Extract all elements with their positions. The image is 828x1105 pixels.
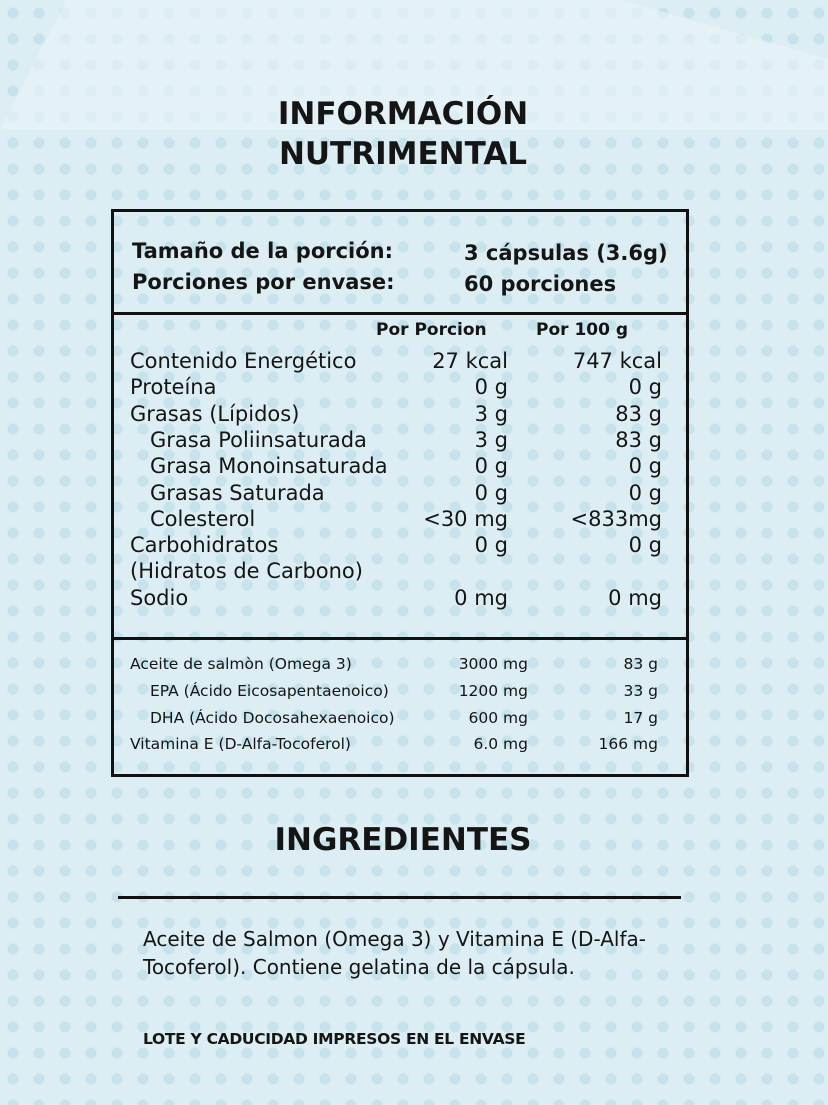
supplement-name: Vitamina E (D-Alfa-Tocoferol): [130, 735, 351, 754]
per-serving: 3 g: [474, 401, 508, 426]
ingredients-text: Aceite de Salmon (Omega 3) y Vitamina E …: [143, 927, 646, 979]
nutrient-name: Sodio: [130, 585, 189, 610]
nutrient-name: Contenido Energético: [130, 349, 357, 373]
per-100g: 33 g: [623, 681, 659, 700]
per-serving: <30 mg: [423, 506, 508, 531]
supplement-name: Aceite de salmòn (Omega 3): [130, 655, 352, 673]
per-serving: 6.0 mg: [473, 735, 528, 754]
per-100g: 0 g: [628, 454, 662, 479]
per-100g: 0 g: [628, 375, 662, 400]
per-serving: 0 mg: [454, 585, 508, 610]
title-line: NUTRIMENTAL: [278, 136, 528, 172]
per-100g: 747 kcal: [572, 349, 662, 373]
column-header: Por Porcion: [376, 320, 487, 340]
nutrient-name: Grasa Monoinsaturada: [150, 454, 388, 479]
per-serving: 0 g: [474, 375, 508, 400]
serving-value: 3 cápsulas (3.6g): [464, 241, 668, 265]
per-serving: 3000 mg: [458, 655, 528, 673]
nutrient-name: Grasas (Lípidos): [130, 401, 300, 426]
nutrition-table: Tamaño de la porción: 3 cápsulas (3.6g) …: [111, 209, 689, 777]
per-100g: 166 mg: [598, 735, 658, 754]
ingredients-title: INGREDIENTES: [274, 822, 532, 858]
supplement-name: DHA (Ácido Docosahexaenoico): [150, 708, 395, 727]
per-100g: 0 mg: [608, 585, 662, 610]
divider: [114, 637, 686, 640]
nutrient-name: Grasas Saturada: [150, 480, 325, 505]
serving-value: 60 porciones: [464, 272, 617, 296]
nutrient-name: Grasa Poliinsaturada: [150, 427, 367, 452]
lot-note: LOTE Y CADUCIDAD IMPRESOS EN EL ENVASE: [143, 1030, 526, 1048]
per-serving: 0 g: [474, 533, 508, 558]
per-serving: 0 g: [474, 480, 508, 505]
per-100g: 83 g: [615, 427, 662, 452]
column-header: Por 100 g: [536, 320, 629, 340]
serving-label: Tamaño de la porción:: [132, 239, 394, 263]
nutrient-name: Proteína: [130, 375, 217, 400]
per-100g: <833mg: [570, 506, 662, 531]
supplement-name: EPA (Ácido Eicosapentaenoico): [150, 681, 389, 700]
per-serving: 3 g: [474, 427, 508, 452]
per-serving: 27 kcal: [432, 349, 508, 373]
per-100g: 0 g: [628, 480, 662, 505]
divider: [118, 896, 681, 899]
serving-label: Porciones por envase:: [132, 270, 395, 294]
per-100g: 83 g: [615, 401, 662, 426]
per-serving: 1200 mg: [458, 681, 528, 700]
per-serving: 0 g: [474, 454, 508, 479]
per-serving: 600 mg: [468, 708, 528, 727]
per-100g: 83 g: [623, 655, 659, 673]
per-100g: 0 g: [628, 533, 662, 558]
background-shape: [0, 0, 828, 130]
per-100g: 17 g: [623, 708, 659, 727]
nutrient-name: Colesterol: [150, 506, 256, 531]
nutrient-name: (Hidratos de Carbono): [130, 559, 363, 584]
divider: [114, 312, 686, 315]
title-line: INFORMACIÓN: [277, 96, 529, 132]
nutrient-name: Carbohidratos: [130, 533, 279, 558]
